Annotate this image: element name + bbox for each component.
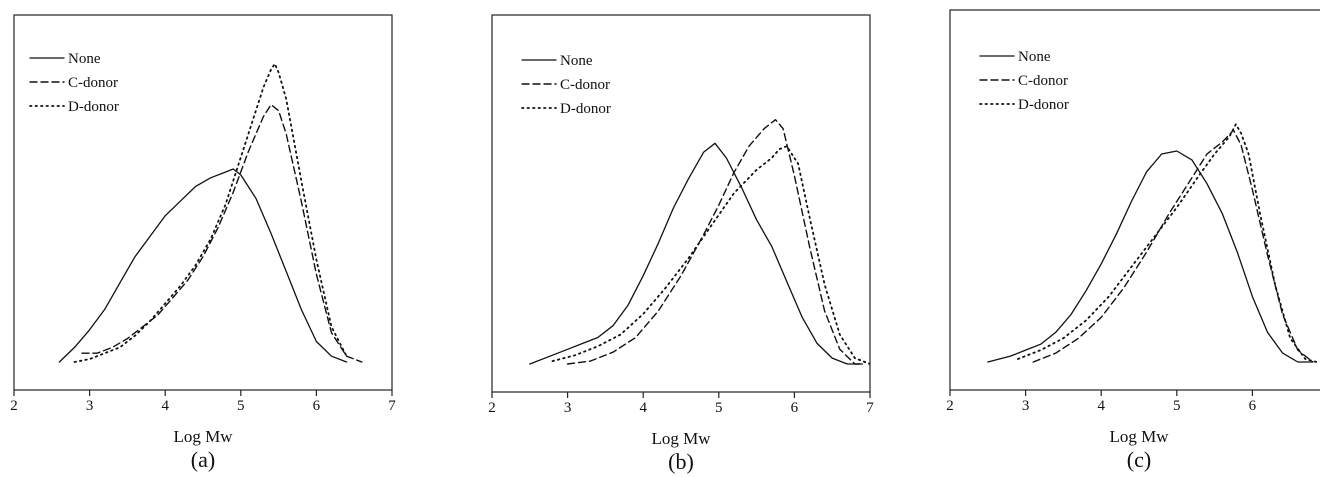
- legend-label: None: [1018, 49, 1051, 65]
- legend-label: D-donor: [1018, 97, 1069, 113]
- plot-frame: [13, 14, 393, 391]
- chart-panel-2: 2 3 4 5 6 7 Log Mw(b) None C-donor D-donor: [488, 14, 874, 474]
- series-line-d-donor: [1017, 123, 1318, 363]
- panel-label: (c): [1127, 447, 1151, 472]
- legend-label: C-donor: [1018, 73, 1068, 89]
- x-tick-label: 7: [866, 400, 874, 416]
- series-line-none: [987, 150, 1314, 363]
- x-tick-label: 5: [715, 400, 723, 416]
- plot-frame: [949, 9, 1320, 391]
- x-tick-label: 2: [946, 398, 954, 414]
- series-line-none: [58, 168, 348, 363]
- legend-label: None: [560, 53, 593, 69]
- x-tick-label: 5: [1173, 398, 1181, 414]
- series-line-none: [529, 142, 864, 365]
- x-tick-label: 4: [161, 398, 169, 414]
- x-tick-label: 2: [488, 400, 496, 416]
- x-tick-label: 3: [86, 398, 94, 414]
- x-tick-label: 7: [388, 398, 396, 414]
- legend-label: C-donor: [560, 77, 610, 93]
- series-line-d-donor: [551, 145, 870, 365]
- chart-panel-1: 2 3 4 5 6 7 Log Mw(a) None C-donor D-donor: [10, 14, 396, 472]
- chart-panel-3: 2 3 4 5 6 Log Mw(c) None C-donor D-donor: [946, 9, 1320, 472]
- panel-label: (b): [668, 449, 694, 474]
- legend-label: None: [68, 51, 101, 67]
- x-axis-label: Log Mw: [173, 427, 233, 446]
- series-line-c-donor: [81, 103, 363, 363]
- x-tick-label: 3: [1022, 398, 1030, 414]
- legend-label: D-donor: [560, 101, 611, 117]
- x-tick-label: 6: [1249, 398, 1257, 414]
- series-line-c-donor: [566, 118, 864, 365]
- x-tick-label: 6: [313, 398, 321, 414]
- legend-label: D-donor: [68, 99, 119, 115]
- legend-label: C-donor: [68, 75, 118, 91]
- x-axis-label: Log Mw: [651, 429, 711, 448]
- plot-frame: [491, 14, 871, 393]
- series-line-d-donor: [73, 62, 348, 363]
- series-line-c-donor: [1032, 129, 1314, 363]
- x-tick-label: 6: [791, 400, 799, 416]
- x-tick-label: 2: [10, 398, 18, 414]
- x-tick-label: 4: [639, 400, 647, 416]
- x-tick-label: 3: [564, 400, 572, 416]
- x-tick-label: 5: [237, 398, 245, 414]
- x-axis-label: Log Mw: [1109, 427, 1169, 446]
- x-tick-label: 4: [1097, 398, 1105, 414]
- panel-label: (a): [191, 447, 215, 472]
